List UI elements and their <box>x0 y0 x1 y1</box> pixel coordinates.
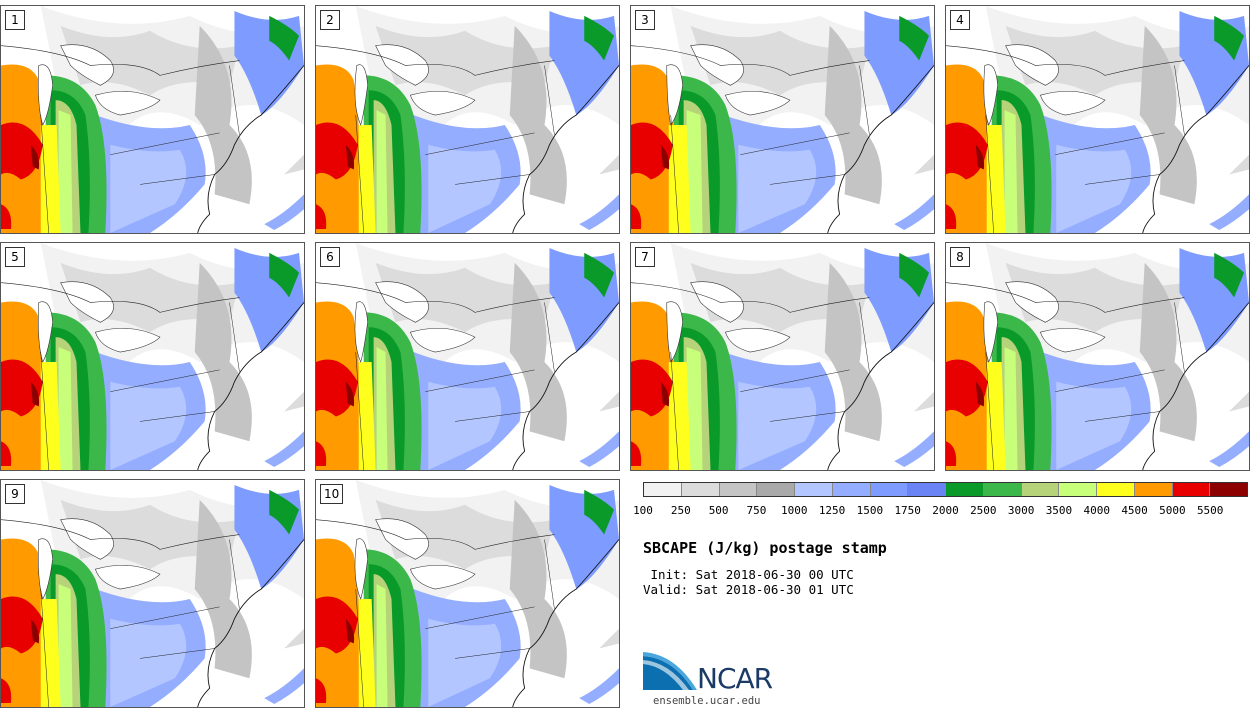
colorbar-tick-label: 3500 <box>1045 504 1073 517</box>
panel-number-label: 9 <box>5 484 25 504</box>
map-panel: 9 <box>0 479 305 708</box>
colorbar-tick-label: 750 <box>746 504 767 517</box>
colorbar-segment <box>1059 483 1097 496</box>
map-panel: 10 <box>315 479 620 708</box>
panel-number-label: 5 <box>5 247 25 267</box>
colorbar-tick-label: 5500 <box>1196 504 1224 517</box>
colorbar-segment <box>795 483 833 496</box>
sbcape-map <box>316 6 619 233</box>
colorbar-tick-label: 4000 <box>1083 504 1111 517</box>
panel-number-label: 6 <box>320 247 340 267</box>
colorbar-segment <box>1021 483 1060 496</box>
sbcape-map <box>1 480 304 707</box>
colorbar-segment <box>719 483 758 496</box>
colorbar-segment <box>1097 483 1135 496</box>
panel-number-label: 10 <box>320 484 344 504</box>
panel-number-label: 7 <box>635 247 655 267</box>
map-panel: 7 <box>630 242 935 471</box>
valid-time: Valid: Sat 2018-06-30 01 UTC <box>643 582 854 597</box>
colorbar-segment <box>908 483 946 496</box>
colorbar-segment <box>946 483 984 496</box>
colorbar-segment <box>757 483 795 496</box>
map-panel: 6 <box>315 242 620 471</box>
ncar-logo-icon <box>643 652 697 690</box>
colorbar-tick-label: 4500 <box>1121 504 1148 517</box>
colorbar-tick-label: 5000 <box>1159 504 1186 517</box>
sbcape-map <box>946 6 1249 233</box>
sbcape-map <box>631 243 934 470</box>
colorbar-segment <box>832 483 871 496</box>
colorbar-tick-label: 500 <box>708 504 729 517</box>
site-url: ensemble.ucar.edu <box>653 695 761 707</box>
panel-number-label: 3 <box>635 10 655 30</box>
sbcape-map <box>316 480 619 707</box>
sbcape-map <box>1 6 304 233</box>
colorbar-tick-label: 1500 <box>856 504 884 517</box>
colorbar-segment <box>681 483 720 496</box>
colorbar-tick-labels: 100 250 500 750 1000 1250 1500 1750 2000 2500 3000… <box>633 504 1248 518</box>
sbcape-map <box>1 243 304 470</box>
colorbar-tick-label: 1750 <box>894 504 921 517</box>
panel-number-label: 4 <box>950 10 970 30</box>
chart-title: SBCAPE (J/kg) postage stamp <box>643 539 887 557</box>
colorbar <box>643 482 1248 497</box>
init-time: Init: Sat 2018-06-30 00 UTC <box>643 567 854 582</box>
map-panel: 8 <box>945 242 1250 471</box>
map-panel: 1 <box>0 5 305 234</box>
colorbar-tick-label: 1000 <box>781 504 808 517</box>
colorbar-tick-label: 250 <box>670 504 691 517</box>
colorbar-segment <box>983 483 1022 496</box>
panel-number-label: 2 <box>320 10 340 30</box>
map-panel: 4 <box>945 5 1250 234</box>
colorbar-tick-label: 100 <box>633 504 653 517</box>
sbcape-map <box>316 243 619 470</box>
logo-text: NCAR <box>697 662 773 695</box>
colorbar-segment <box>1172 483 1211 496</box>
colorbar-segment <box>1210 483 1247 496</box>
colorbar-segment <box>870 483 909 496</box>
sbcape-map <box>631 6 934 233</box>
colorbar-segment <box>644 483 682 496</box>
map-panel: 5 <box>0 242 305 471</box>
panel-number-label: 8 <box>950 247 970 267</box>
sbcape-map <box>946 243 1249 470</box>
panel-number-label: 1 <box>5 10 25 30</box>
colorbar-tick-label: 1250 <box>818 504 846 517</box>
map-panel: 2 <box>315 5 620 234</box>
colorbar-tick-label: 2000 <box>932 504 959 517</box>
colorbar-segment <box>1134 483 1173 496</box>
map-panel: 3 <box>630 5 935 234</box>
colorbar-tick-label: 3000 <box>1007 504 1035 517</box>
colorbar-tick-label: 2500 <box>970 504 997 517</box>
